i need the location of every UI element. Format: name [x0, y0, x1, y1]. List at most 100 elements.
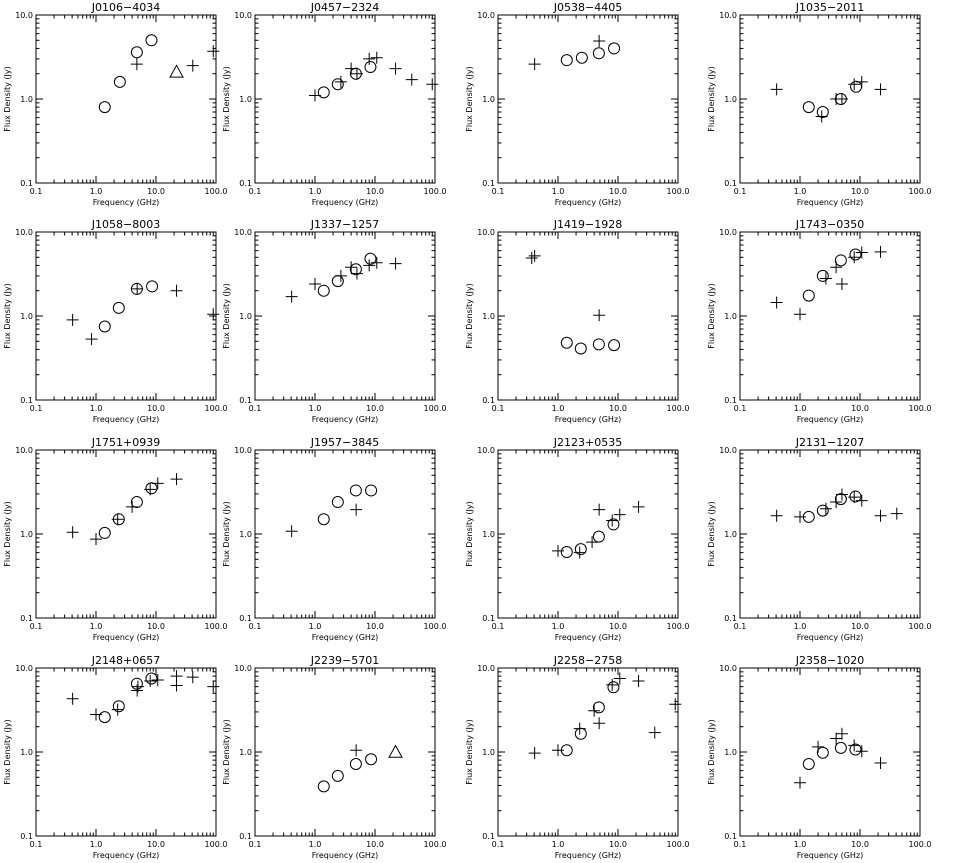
- x-tick-label: 1.0: [90, 187, 103, 196]
- panel-title: J1751+0939: [91, 436, 160, 449]
- panel-title: J2131−1207: [795, 436, 864, 449]
- plot-frame: [497, 667, 679, 837]
- plus-marker: [528, 58, 541, 71]
- y-axis-label: Flux Density (Jy): [465, 66, 474, 131]
- x-tick-label: 0.1: [492, 404, 505, 413]
- plus-marker: [586, 536, 599, 549]
- plus-marker: [593, 309, 606, 322]
- circle-marker: [98, 320, 111, 333]
- x-tick-label: 100.0: [667, 404, 690, 413]
- x-axis-label: Frequency (GHz): [93, 633, 160, 642]
- y-tick-label: 1.0: [482, 530, 495, 539]
- x-tick-label: 100.0: [205, 840, 228, 849]
- plus-marker: [350, 503, 363, 516]
- circle-marker: [145, 482, 158, 495]
- x-tick-label: 0.1: [492, 622, 505, 631]
- y-axis-label: Flux Density (Jy): [222, 66, 231, 131]
- plus-marker: [593, 35, 606, 48]
- panel-5: J1058−8003 0.1 1.0 10.0 100.0 0.1 1.0 10.0 Frequ…: [3, 218, 227, 424]
- panel-title: J0106−4034: [91, 1, 160, 14]
- y-axis-label: Flux Density (Jy): [222, 501, 231, 566]
- y-tick-label: 1.0: [239, 312, 252, 321]
- plus-marker: [835, 278, 848, 291]
- plus-marker: [170, 473, 183, 486]
- circle-marker: [317, 284, 330, 297]
- y-tick-label: 1.0: [482, 312, 495, 321]
- x-axis-label: Frequency (GHz): [555, 198, 622, 207]
- y-tick-label: 10.0: [15, 664, 33, 673]
- circle-marker: [574, 342, 587, 355]
- plus-marker: [207, 45, 220, 58]
- x-tick-label: 10.0: [147, 187, 165, 196]
- plus-marker: [552, 744, 564, 757]
- x-tick-label: 0.1: [734, 187, 747, 196]
- circle-marker: [574, 727, 587, 740]
- y-tick-label: 0.1: [482, 832, 495, 841]
- plus-marker: [770, 83, 783, 96]
- x-tick-label: 100.0: [205, 404, 228, 413]
- y-axis-label: Flux Density (Jy): [465, 719, 474, 784]
- x-tick-label: 100.0: [909, 622, 932, 631]
- circle-marker: [98, 711, 111, 724]
- y-tick-label: 0.1: [239, 614, 252, 623]
- x-tick-label: 10.0: [366, 187, 384, 196]
- plus-marker: [207, 308, 220, 321]
- circle-marker: [364, 61, 377, 74]
- circle-marker: [113, 75, 126, 88]
- panel-title: J2239−5701: [310, 654, 379, 667]
- plus-marker: [848, 78, 861, 91]
- panel-title: J1419−1928: [553, 218, 622, 231]
- plus-marker: [528, 747, 541, 760]
- plus-marker: [426, 78, 439, 91]
- x-tick-label: 10.0: [147, 840, 165, 849]
- y-tick-label: 0.1: [20, 832, 33, 841]
- circle-marker: [130, 496, 143, 509]
- x-tick-label: 0.1: [492, 840, 505, 849]
- x-tick-label: 0.1: [492, 187, 505, 196]
- x-tick-label: 1.0: [90, 404, 103, 413]
- y-tick-label: 10.0: [477, 11, 495, 20]
- circle-marker: [145, 672, 158, 685]
- x-tick-label: 10.0: [851, 840, 869, 849]
- plot-frame: [739, 231, 921, 401]
- plus-marker: [552, 544, 564, 557]
- y-axis-label: Flux Density (Jy): [707, 283, 716, 348]
- y-tick-label: 1.0: [20, 748, 33, 757]
- y-tick-label: 1.0: [724, 312, 737, 321]
- circle-marker: [816, 106, 829, 119]
- circle-marker: [112, 301, 125, 314]
- circle-marker: [802, 101, 815, 114]
- panel-4: J1035−2011 0.1 1.0 10.0 100.0 0.1 1.0 10.0 Frequ…: [707, 1, 931, 207]
- circle-marker: [816, 504, 829, 517]
- y-axis-label: Flux Density (Jy): [3, 283, 12, 348]
- plus-marker: [770, 509, 783, 522]
- panel-title: J2123+0535: [553, 436, 622, 449]
- panel-1: J0106−4034 0.1 1.0 10.0 100.0 0.1 1.0 10.0 Frequ…: [3, 1, 227, 207]
- plot-frame: [497, 449, 679, 619]
- circle-marker: [607, 518, 620, 531]
- x-axis-label: Frequency (GHz): [797, 198, 864, 207]
- y-axis-label: Flux Density (Jy): [707, 719, 716, 784]
- plus-marker: [285, 525, 298, 538]
- circle-marker: [834, 93, 847, 105]
- plot-frame: [254, 231, 436, 401]
- triangle-marker: [388, 744, 403, 758]
- x-tick-label: 1.0: [794, 187, 807, 196]
- plus-marker: [855, 246, 868, 259]
- plot-frame: [35, 449, 217, 619]
- circle-marker: [112, 700, 125, 713]
- triangle-marker: [169, 64, 184, 78]
- x-axis-label: Frequency (GHz): [93, 198, 160, 207]
- y-axis-label: Flux Density (Jy): [3, 66, 12, 131]
- x-tick-label: 0.1: [30, 840, 43, 849]
- circle-marker: [349, 484, 362, 497]
- x-tick-label: 100.0: [424, 622, 447, 631]
- plus-marker: [207, 680, 220, 693]
- y-tick-label: 1.0: [724, 95, 737, 104]
- circle-marker: [849, 743, 862, 756]
- x-tick-label: 100.0: [909, 404, 932, 413]
- circle-marker: [317, 86, 330, 99]
- circle-marker: [331, 769, 344, 782]
- x-tick-label: 1.0: [309, 840, 322, 849]
- x-tick-label: 10.0: [147, 622, 165, 631]
